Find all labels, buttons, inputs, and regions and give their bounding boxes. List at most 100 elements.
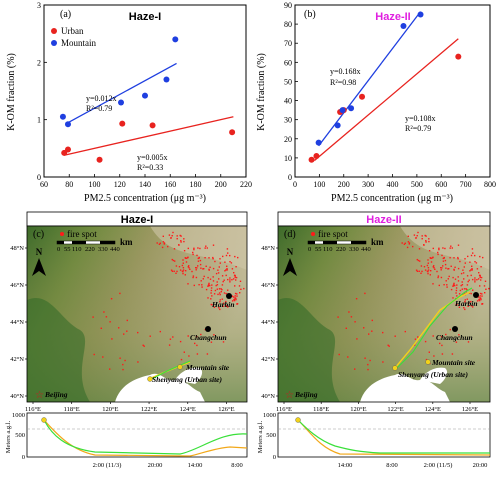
fire-spot-d-217 <box>337 316 339 318</box>
fire-spot-c-234 <box>124 359 126 362</box>
fire-spot-d-249 <box>445 333 447 336</box>
fire-spot-d-189 <box>456 295 458 297</box>
fire-spot-c-38 <box>234 255 236 258</box>
ytick-label-b-2: 20 <box>284 135 292 144</box>
fire-spot-c-54 <box>187 247 189 250</box>
fire-spot-d-75 <box>457 267 460 270</box>
fire-spot-c-217 <box>92 316 94 318</box>
fire-spot-c-174 <box>216 284 219 286</box>
ytick-label-b-0: 0 <box>288 173 292 182</box>
fire-spot-d-113 <box>429 274 431 276</box>
fire-spot-d-101 <box>448 268 450 270</box>
fire-spot-d-192 <box>407 241 410 243</box>
profile-frame-d <box>277 412 491 458</box>
fire-spot-d-20 <box>437 275 440 277</box>
city-label-harbin-c: Harbin <box>211 300 235 309</box>
scale-tick-d-2: 110 <box>323 246 333 253</box>
fire-spot-d-47 <box>479 276 481 279</box>
scale-bar-c: 0 55 110 220 330 440 km <box>56 237 133 253</box>
fire-spot-d-222 <box>404 330 406 333</box>
fire-spot-d-259 <box>449 328 451 331</box>
fire-spot-c-7 <box>188 265 190 267</box>
fire-spot-d-174 <box>461 284 464 286</box>
fire-spot-d-107 <box>432 256 434 259</box>
svg-text:N: N <box>36 247 43 257</box>
fire-spot-c-214 <box>176 235 178 237</box>
fire-spot-d-116 <box>424 269 427 271</box>
map-panel-c: Haze-I (c) fire spot 0 55 110 220 330 44… <box>10 211 248 413</box>
fire-spot-c-79 <box>172 259 175 262</box>
fire-spot-c-113 <box>184 274 186 276</box>
fire-spot-d-162 <box>484 292 486 294</box>
fire-spot-c-129 <box>232 296 235 298</box>
fire-spot-d-160 <box>456 284 458 286</box>
profile-ytick-d-0: 0 <box>273 454 276 461</box>
fire-spot-d-157 <box>458 293 461 295</box>
fire-spot-c-48 <box>173 270 175 272</box>
fire-spot-d-102 <box>474 261 476 263</box>
fire-spot-d-213 <box>425 235 427 237</box>
fire-spot-c-224 <box>122 368 124 371</box>
scale-tick-d-4: 330 <box>349 246 359 253</box>
fire-spot-c-177 <box>218 278 220 280</box>
fire-spot-d-80 <box>427 262 429 264</box>
fire-spot-c-32 <box>175 272 177 274</box>
fire-spot-c-252 <box>196 344 198 347</box>
star-icon-beijing-d: ☆ <box>285 390 294 401</box>
fire-spot-c-180 <box>234 295 236 297</box>
fire-spot-c-26 <box>215 272 218 275</box>
fire-spot-c-72 <box>199 247 201 250</box>
fire-spot-d-115 <box>478 272 480 274</box>
fire-spot-d-230 <box>363 327 365 329</box>
point-b-1-5 <box>417 11 424 18</box>
fire-spot-d-100 <box>457 280 460 282</box>
map-xlabel-d-3: 122°E <box>387 406 403 413</box>
fire-spot-c-136 <box>222 305 224 307</box>
fire-spot-d-142 <box>477 278 480 280</box>
trajectory-yellow-d <box>394 291 471 369</box>
fire-spot-d-89 <box>428 250 431 252</box>
xtick-label-b-4: 400 <box>387 180 399 189</box>
fire-spot-c-229 <box>119 292 121 295</box>
fire-spot-d-228 <box>368 333 370 335</box>
point-a-0-3 <box>119 120 126 127</box>
fire-spot-c-173 <box>221 289 223 291</box>
fire-spot-d-252 <box>441 344 443 347</box>
fire-spot-d-88 <box>416 258 418 261</box>
profile-start-d <box>295 417 301 423</box>
fire-spot-c-112 <box>187 266 189 268</box>
city-dot-harbin-d <box>473 292 479 298</box>
map-xlabel-c-2: 120°E <box>102 406 118 413</box>
fire-spot-d-30 <box>469 261 471 263</box>
fire-spot-c-231 <box>137 331 139 334</box>
ytick-label-b-7: 70 <box>284 39 292 48</box>
fire-spot-c-188 <box>218 307 220 309</box>
fire-spot-c-29 <box>193 248 195 251</box>
map-panel-d: Haze-II (d) fire spot 0 55 110 220 330 4… <box>261 211 491 413</box>
fire-spot-d-108 <box>457 256 459 259</box>
fire-spot-c-181 <box>210 292 212 294</box>
fire-spot-d-50 <box>472 278 474 281</box>
fire-spot-c-144 <box>215 284 217 287</box>
fire-spot-c-197 <box>163 242 166 244</box>
fire-spot-c-230 <box>118 327 120 329</box>
fire-spot-d-219 <box>387 344 389 346</box>
fire-spot-c-178 <box>234 292 237 295</box>
scale-bar-d: 0 55 110 220 330 440 km <box>307 237 384 253</box>
fire-spot-c-102 <box>229 261 231 263</box>
fire-spot-d-13 <box>464 262 466 264</box>
fire-spot-c-28 <box>226 269 228 271</box>
fire-spot-d-68 <box>427 267 430 269</box>
fire-spot-d-244 <box>413 344 416 346</box>
fire-spot-c-243 <box>206 353 209 355</box>
fire-spot-d-16 <box>466 284 469 286</box>
profile-time-d-2: 2:00 (11/5) <box>424 462 453 469</box>
fire-spot-c-35 <box>204 257 206 259</box>
fire-spot-c-208 <box>158 243 161 245</box>
fire-spot-c-165 <box>234 297 236 299</box>
profile-time-c-0: 2:00 (11/3) <box>93 462 122 469</box>
ytick-label-b-1: 10 <box>284 154 292 163</box>
fire-spot-c-119 <box>200 267 202 269</box>
fire-spot-c-114 <box>202 268 204 270</box>
ytick-label-a-0: 0 <box>37 173 41 182</box>
